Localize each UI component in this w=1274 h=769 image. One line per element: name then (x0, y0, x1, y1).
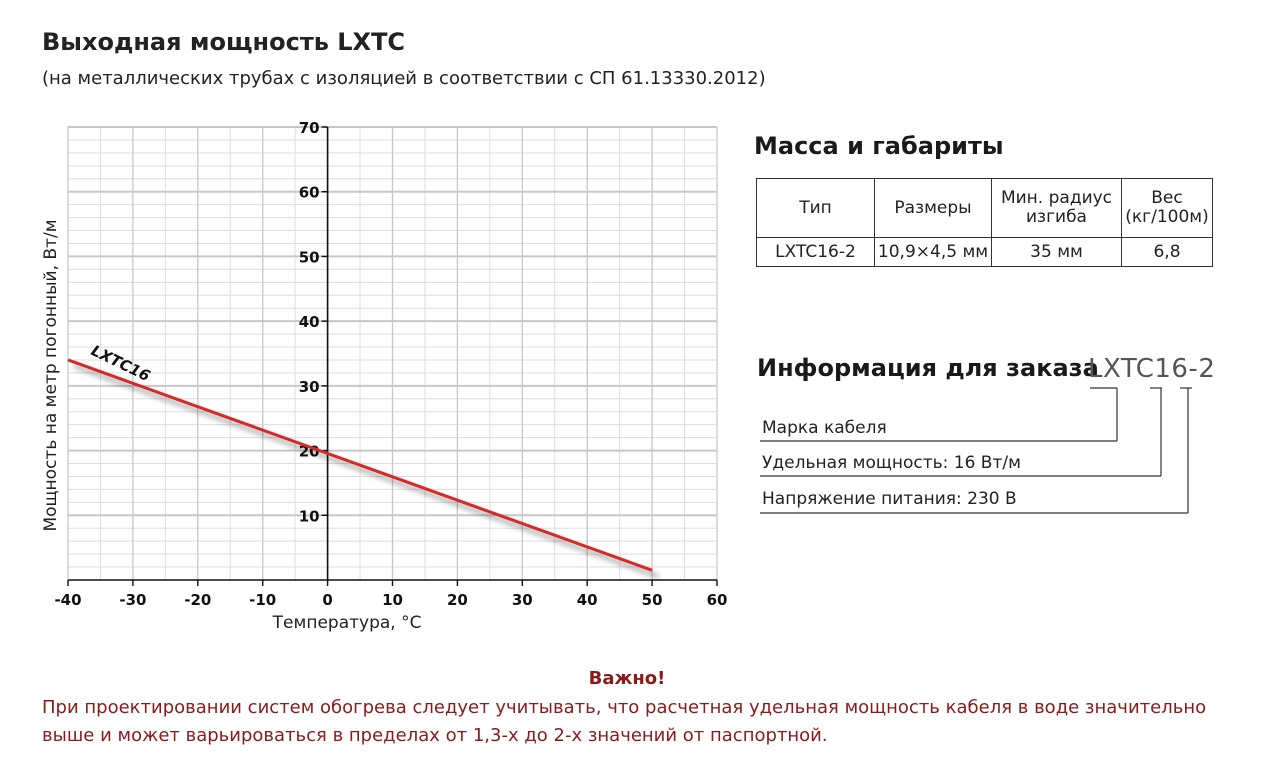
x-tick-label: -40 (54, 591, 81, 609)
specs-title: Масса и габариты (754, 132, 1004, 160)
y-tick-label: 20 (299, 443, 320, 461)
series-line (67, 358, 653, 572)
axes (67, 126, 718, 586)
y-tick-label: 40 (299, 313, 320, 331)
x-tick-label: -20 (184, 591, 211, 609)
order-item-voltage: Напряжение питания: 230 В (762, 489, 1017, 509)
note-text: При проектировании систем обогрева следу… (42, 697, 1207, 746)
specs-cell-radius: 35 мм (991, 237, 1122, 267)
y-axis-label: Мощность на метр погонный, Вт/м (41, 219, 61, 531)
major-grid (67, 126, 718, 580)
y-tick-label: 10 (299, 507, 320, 525)
note-heading: Важно! (588, 668, 666, 689)
x-tick-label: -30 (119, 591, 146, 609)
x-tick-label: 0 (322, 591, 332, 609)
specs-cell-weight: 6,8 (1121, 237, 1213, 267)
specs-header-type: Тип (756, 178, 875, 238)
page-subtitle: (на металлических трубах с изоляцией в с… (42, 68, 766, 89)
x-tick-label: 50 (642, 591, 663, 609)
y-tick-label: 70 (299, 119, 320, 137)
x-tick-label: 30 (512, 591, 533, 609)
x-tick-label: 40 (577, 591, 598, 609)
x-axis-label: Температура, °C (272, 613, 422, 633)
tick-labels: 10 20 30 40 50 60 70 -40 -30 -20 -10 0 10 20 30 40 50 60 (54, 119, 727, 609)
x-tick-label: 10 (382, 591, 403, 609)
x-tick-label: 20 (447, 591, 468, 609)
specs-header-row: Тип Размеры Мин. радиус изгиба Вес (кг/1… (756, 178, 1213, 238)
specs-header-radius: Мин. радиус изгиба (991, 178, 1122, 238)
specs-header-size: Размеры (874, 178, 992, 238)
specs-table: Тип Размеры Мин. радиус изгиба Вес (кг/1… (756, 178, 1213, 267)
table-row: LXTC16-2 10,9×4,5 мм 35 мм 6,8 (756, 237, 1213, 267)
order-title: Информация для заказа (757, 354, 1099, 382)
specs-cell-size: 10,9×4,5 мм (874, 237, 992, 267)
page-title: Выходная мощность LXTC (42, 28, 406, 56)
specs-cell-type: LXTC16-2 (756, 237, 875, 267)
y-tick-label: 60 (299, 184, 320, 202)
x-tick-label: 60 (707, 591, 728, 609)
x-tick-label: -10 (249, 591, 276, 609)
order-item-power: Удельная мощность: 16 Вт/м (762, 453, 1021, 473)
specs-header-weight: Вес (кг/100м) (1121, 178, 1213, 238)
y-tick-label: 30 (299, 378, 320, 396)
order-item-brand: Марка кабеля (762, 418, 887, 438)
y-tick-label: 50 (299, 248, 320, 266)
order-code: LXTC16-2 (1088, 354, 1216, 384)
